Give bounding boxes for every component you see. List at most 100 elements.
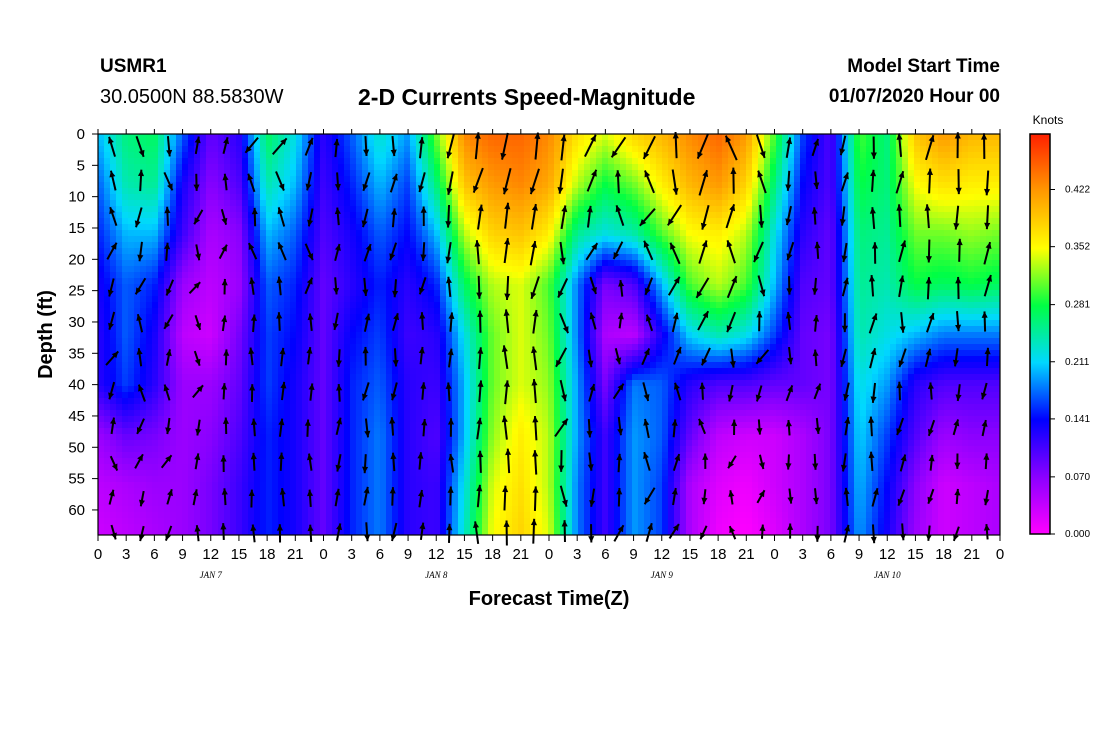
- heatmap-cell: [524, 164, 531, 171]
- heatmap-cell: [698, 272, 705, 279]
- heatmap-cell: [128, 332, 135, 339]
- heatmap-cell: [518, 290, 525, 297]
- heatmap-cell: [806, 320, 813, 327]
- heatmap-cell: [860, 254, 867, 261]
- heatmap-cell: [998, 146, 1000, 153]
- heatmap-cell: [428, 140, 435, 147]
- heatmap-cell: [380, 188, 387, 195]
- heatmap-cell: [182, 242, 189, 249]
- heatmap-cell: [740, 158, 747, 165]
- heatmap-cell: [182, 224, 189, 231]
- heatmap-cell: [908, 254, 915, 261]
- heatmap-cell: [470, 224, 477, 231]
- heatmap-cell: [422, 182, 429, 189]
- heatmap-cell: [314, 314, 321, 321]
- heatmap-cell: [596, 260, 603, 267]
- heatmap-cell: [458, 290, 465, 297]
- heatmap-cell: [620, 260, 627, 267]
- heatmap-cell: [800, 152, 807, 159]
- heatmap-cell: [146, 332, 153, 339]
- heatmap-cell: [914, 182, 921, 189]
- heatmap-cell: [200, 308, 207, 315]
- heatmap-cell: [740, 326, 747, 333]
- heatmap-cell: [590, 326, 597, 333]
- heatmap-cell: [662, 326, 669, 333]
- heatmap-cell: [506, 188, 513, 195]
- heatmap-cell: [620, 194, 627, 201]
- heatmap-cell: [542, 218, 549, 225]
- heatmap-cell: [890, 182, 897, 189]
- heatmap-cell: [626, 212, 633, 219]
- heatmap-cell: [434, 134, 441, 141]
- heatmap-cell: [230, 200, 237, 207]
- heatmap-cell: [470, 152, 477, 159]
- heatmap-cell: [800, 218, 807, 225]
- heatmap-cell: [344, 200, 351, 207]
- heatmap-cell: [350, 278, 357, 285]
- heatmap-cell: [188, 176, 195, 183]
- heatmap-cell: [530, 140, 537, 147]
- heatmap-cell: [110, 284, 117, 291]
- heatmap-cell: [866, 248, 873, 255]
- heatmap-cell: [338, 164, 345, 171]
- heatmap-cell: [548, 314, 555, 321]
- heatmap-cell: [986, 236, 993, 243]
- heatmap-cell: [308, 188, 315, 195]
- heatmap-cell: [638, 242, 645, 249]
- heatmap-cell: [338, 176, 345, 183]
- heatmap-cell: [980, 170, 987, 177]
- heatmap-cell: [284, 320, 291, 327]
- heatmap-cell: [446, 140, 453, 147]
- heatmap-cell: [596, 170, 603, 177]
- heatmap-cell: [134, 230, 141, 237]
- heatmap-cell: [740, 152, 747, 159]
- heatmap-cell: [182, 260, 189, 267]
- heatmap-cell: [848, 296, 855, 303]
- heatmap-cell: [740, 296, 747, 303]
- heatmap-cell: [524, 284, 531, 291]
- heatmap-cell: [506, 308, 513, 315]
- heatmap-cell: [284, 242, 291, 249]
- heatmap-cell: [440, 146, 447, 153]
- heatmap-cell: [794, 170, 801, 177]
- heatmap-cell: [170, 308, 177, 315]
- heatmap-cell: [350, 146, 357, 153]
- heatmap-cell: [842, 260, 849, 267]
- heatmap-cell: [470, 302, 477, 309]
- heatmap-cell: [692, 236, 699, 243]
- heatmap-cell: [200, 236, 207, 243]
- heatmap-cell: [206, 182, 213, 189]
- heatmap-cell: [794, 314, 801, 321]
- heatmap-cell: [506, 212, 513, 219]
- heatmap-cell: [374, 266, 381, 273]
- heatmap-cell: [986, 218, 993, 225]
- heatmap-cell: [272, 182, 279, 189]
- heatmap-cell: [458, 164, 465, 171]
- heatmap-cell: [770, 308, 777, 315]
- heatmap-cell: [584, 188, 591, 195]
- heatmap-cell: [470, 254, 477, 261]
- heatmap-cell: [434, 170, 441, 177]
- heatmap-cell: [206, 314, 213, 321]
- heatmap-cell: [434, 254, 441, 261]
- heatmap-cell: [872, 236, 879, 243]
- heatmap-cell: [908, 182, 915, 189]
- heatmap-cell: [278, 206, 285, 213]
- heatmap-cell: [668, 182, 675, 189]
- heatmap-cell: [578, 248, 585, 255]
- heatmap-cell: [260, 308, 267, 315]
- heatmap-cell: [104, 314, 111, 321]
- heatmap-cell: [974, 284, 981, 291]
- heatmap-cell: [578, 296, 585, 303]
- heatmap-cell: [692, 326, 699, 333]
- heatmap-cell: [284, 188, 291, 195]
- heatmap-cell: [404, 140, 411, 147]
- heatmap-cell: [584, 212, 591, 219]
- heatmap-cell: [680, 140, 687, 147]
- heatmap-cell: [776, 188, 783, 195]
- heatmap-cell: [698, 206, 705, 213]
- heatmap-cell: [488, 290, 495, 297]
- heatmap-cell: [830, 194, 837, 201]
- heatmap-cell: [284, 182, 291, 189]
- heatmap-cell: [644, 188, 651, 195]
